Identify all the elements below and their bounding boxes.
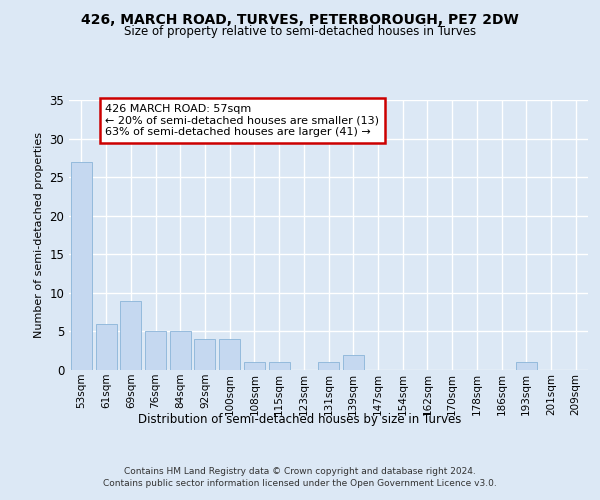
Text: Contains HM Land Registry data © Crown copyright and database right 2024.: Contains HM Land Registry data © Crown c…	[124, 468, 476, 476]
Bar	[516, 362, 537, 370]
Bar	[120, 300, 141, 370]
Text: Distribution of semi-detached houses by size in Turves: Distribution of semi-detached houses by …	[139, 412, 461, 426]
Y-axis label: Number of semi-detached properties: Number of semi-detached properties	[34, 132, 44, 338]
Bar	[95, 324, 116, 370]
Bar	[194, 339, 215, 370]
Bar	[219, 339, 240, 370]
Text: 426, MARCH ROAD, TURVES, PETERBOROUGH, PE7 2DW: 426, MARCH ROAD, TURVES, PETERBOROUGH, P…	[81, 12, 519, 26]
Bar	[343, 354, 364, 370]
Bar	[170, 332, 191, 370]
Bar	[269, 362, 290, 370]
Text: Contains public sector information licensed under the Open Government Licence v3: Contains public sector information licen…	[103, 479, 497, 488]
Bar	[318, 362, 339, 370]
Bar	[145, 332, 166, 370]
Text: 426 MARCH ROAD: 57sqm
← 20% of semi-detached houses are smaller (13)
63% of semi: 426 MARCH ROAD: 57sqm ← 20% of semi-deta…	[106, 104, 379, 137]
Bar	[71, 162, 92, 370]
Text: Size of property relative to semi-detached houses in Turves: Size of property relative to semi-detach…	[124, 25, 476, 38]
Bar	[244, 362, 265, 370]
